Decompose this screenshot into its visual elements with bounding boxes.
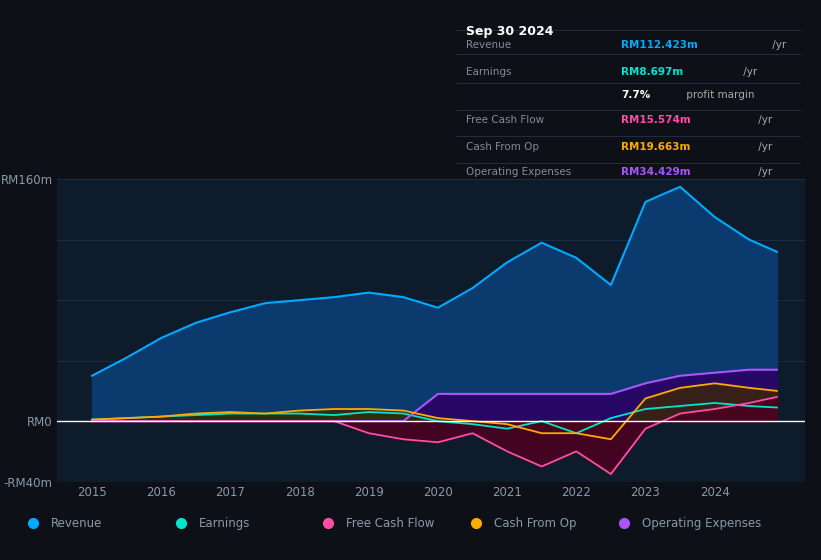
- Text: /yr: /yr: [755, 167, 773, 178]
- Text: RM8.697m: RM8.697m: [621, 67, 683, 77]
- Text: Free Cash Flow: Free Cash Flow: [466, 115, 544, 125]
- Text: /yr: /yr: [755, 142, 773, 152]
- Text: RM34.429m: RM34.429m: [621, 167, 690, 178]
- Text: Free Cash Flow: Free Cash Flow: [346, 516, 435, 530]
- Text: RM112.423m: RM112.423m: [621, 40, 698, 50]
- Text: /yr: /yr: [755, 115, 773, 125]
- Text: Earnings: Earnings: [199, 516, 250, 530]
- Text: Revenue: Revenue: [466, 40, 511, 50]
- Text: Cash From Op: Cash From Op: [494, 516, 576, 530]
- Text: RM15.574m: RM15.574m: [621, 115, 691, 125]
- Text: /yr: /yr: [741, 67, 758, 77]
- Text: Operating Expenses: Operating Expenses: [642, 516, 761, 530]
- Text: Sep 30 2024: Sep 30 2024: [466, 25, 553, 38]
- Text: /yr: /yr: [769, 40, 787, 50]
- Text: RM19.663m: RM19.663m: [621, 142, 690, 152]
- Text: profit margin: profit margin: [682, 90, 754, 100]
- Text: Operating Expenses: Operating Expenses: [466, 167, 571, 178]
- Text: Earnings: Earnings: [466, 67, 511, 77]
- Text: 7.7%: 7.7%: [621, 90, 650, 100]
- Text: Cash From Op: Cash From Op: [466, 142, 539, 152]
- Text: Revenue: Revenue: [51, 516, 103, 530]
